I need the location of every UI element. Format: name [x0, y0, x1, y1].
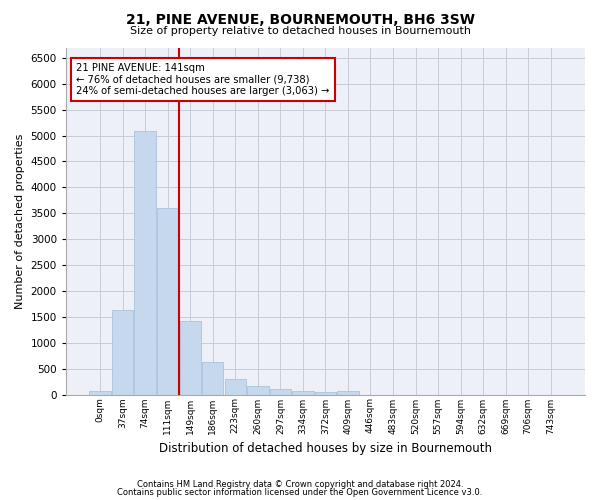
- X-axis label: Distribution of detached houses by size in Bournemouth: Distribution of detached houses by size …: [159, 442, 492, 455]
- Bar: [269, 389, 291, 394]
- Bar: [224, 379, 246, 394]
- Bar: [202, 362, 223, 394]
- Bar: [112, 310, 133, 394]
- Bar: [157, 208, 178, 394]
- Text: Size of property relative to detached houses in Bournemouth: Size of property relative to detached ho…: [130, 26, 470, 36]
- Bar: [292, 390, 314, 394]
- Bar: [337, 390, 359, 394]
- Text: Contains HM Land Registry data © Crown copyright and database right 2024.: Contains HM Land Registry data © Crown c…: [137, 480, 463, 489]
- Text: 21 PINE AVENUE: 141sqm
← 76% of detached houses are smaller (9,738)
24% of semi-: 21 PINE AVENUE: 141sqm ← 76% of detached…: [76, 63, 329, 96]
- Bar: [247, 386, 269, 394]
- Text: Contains public sector information licensed under the Open Government Licence v3: Contains public sector information licen…: [118, 488, 482, 497]
- Bar: [89, 390, 111, 394]
- Bar: [179, 321, 201, 394]
- Bar: [315, 392, 336, 394]
- Bar: [134, 132, 156, 394]
- Text: 21, PINE AVENUE, BOURNEMOUTH, BH6 3SW: 21, PINE AVENUE, BOURNEMOUTH, BH6 3SW: [125, 12, 475, 26]
- Y-axis label: Number of detached properties: Number of detached properties: [15, 134, 25, 308]
